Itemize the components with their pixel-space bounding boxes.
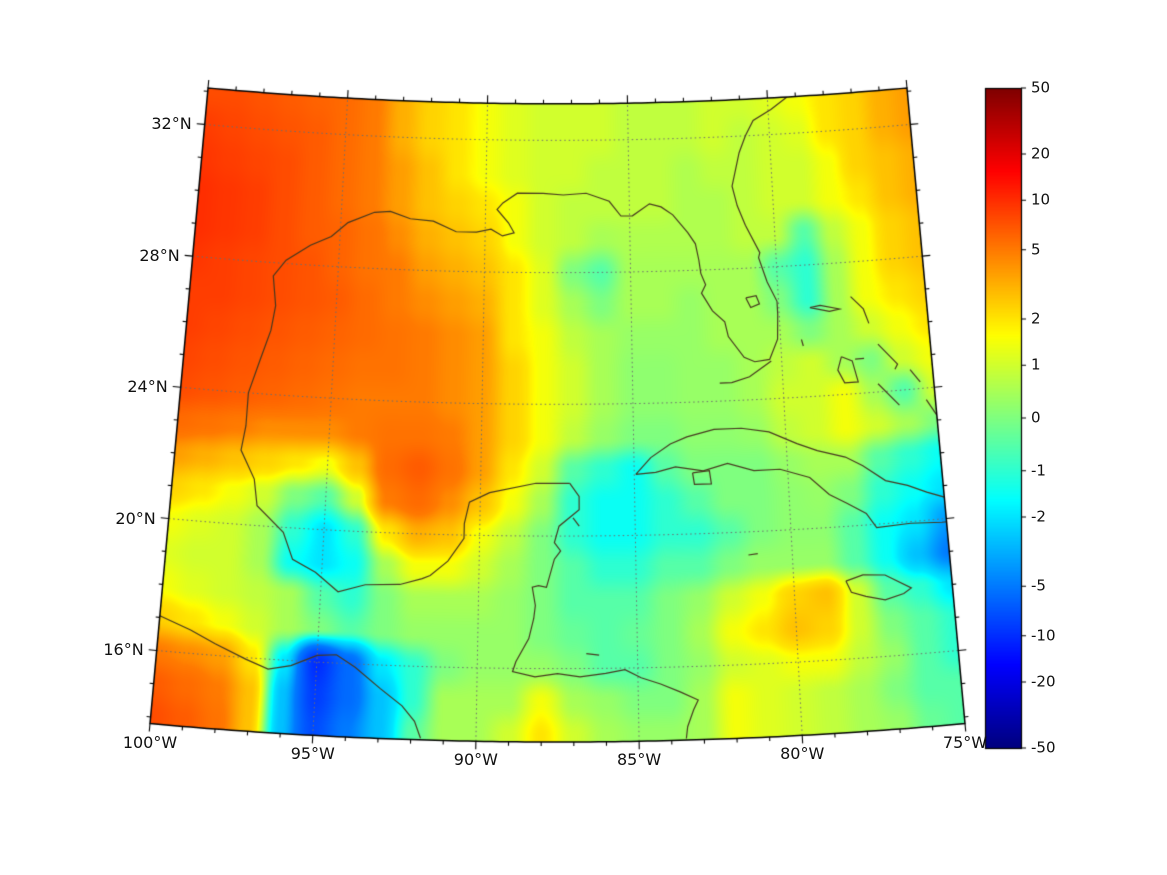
map-plot-canvas <box>0 0 1167 875</box>
figure: 32°N 28°N 24°N 20°N 16°N 100°W 95°W 90°W 85°W 80°… <box>0 0 1167 875</box>
